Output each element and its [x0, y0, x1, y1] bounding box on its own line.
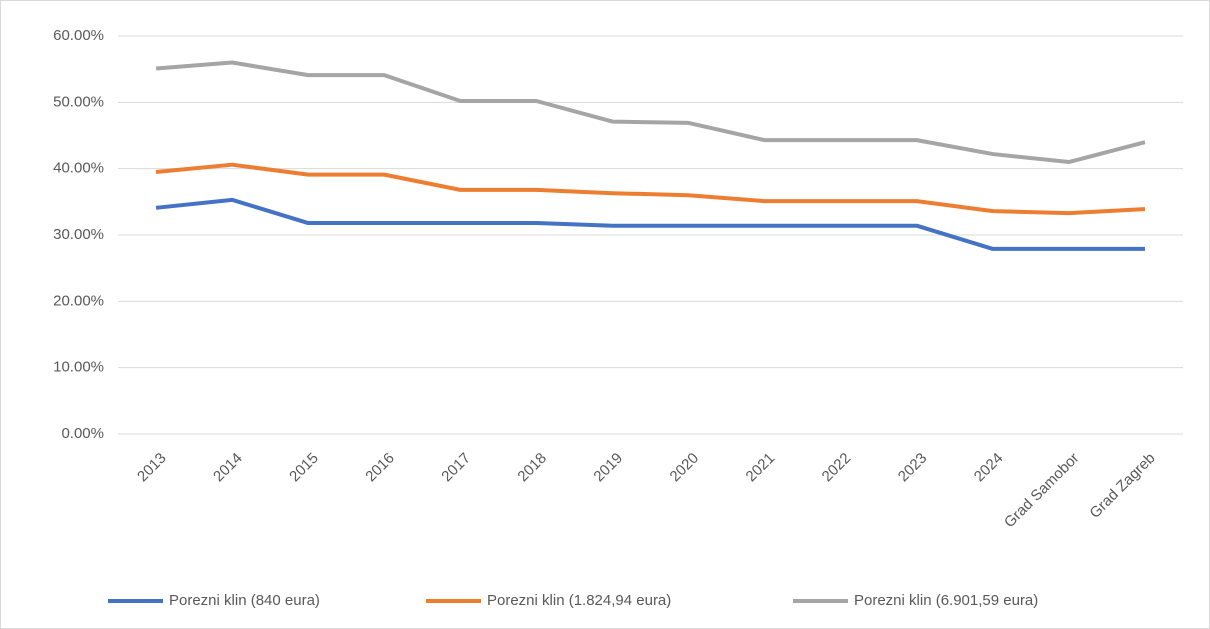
y-tick-label: 20.00% [53, 292, 104, 309]
series-line [155, 162, 1146, 216]
y-tick-label: 60.00% [53, 27, 104, 44]
y-tick-label: 40.00% [53, 160, 104, 177]
series-line [155, 60, 1146, 165]
y-tick-label: 30.00% [53, 226, 104, 243]
y-tick-label: 10.00% [53, 359, 104, 376]
legend-label: Porezni klin (1.824,94 eura) [487, 592, 671, 609]
legend-label: Porezni klin (6.901,59 eura) [854, 592, 1038, 609]
series-line [155, 197, 1145, 251]
legend-label: Porezni klin (840 eura) [169, 592, 320, 609]
y-tick-label: 50.00% [53, 93, 104, 110]
y-tick-label: 0.00% [61, 425, 104, 442]
